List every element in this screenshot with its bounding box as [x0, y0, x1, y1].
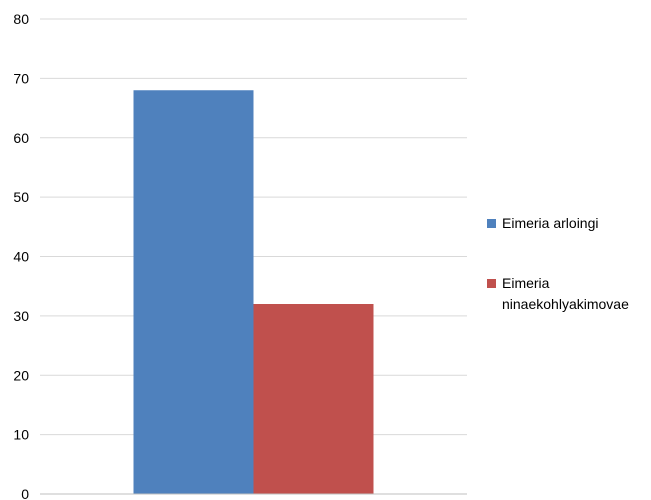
y-tick-label: 20: [13, 367, 29, 383]
legend-swatch: [487, 219, 496, 228]
legend: Eimeria arloingi Eimeria ninaekohlyakimova…: [487, 215, 629, 312]
legend-label: Eimeria arloingi: [502, 215, 598, 231]
bar-eimeria-arloingi: [133, 90, 254, 494]
y-tick-label: 40: [13, 249, 29, 265]
y-tick-label: 60: [13, 130, 29, 146]
y-axis-tick-labels: 0 10 20 30 40 50 60 70 80: [13, 11, 29, 500]
bars: [133, 90, 374, 494]
legend-label: Eimeria ninaekohlyakimovae: [502, 275, 629, 312]
bar-eimeria-ninaekohlyakimovae: [253, 304, 374, 494]
legend-swatch: [487, 279, 496, 288]
y-tick-label: 10: [13, 427, 29, 443]
y-tick-label: 80: [13, 11, 29, 27]
y-tick-label: 70: [13, 70, 29, 86]
y-tick-label: 30: [13, 308, 29, 324]
y-tick-label: 50: [13, 189, 29, 205]
y-tick-label: 0: [21, 486, 29, 500]
